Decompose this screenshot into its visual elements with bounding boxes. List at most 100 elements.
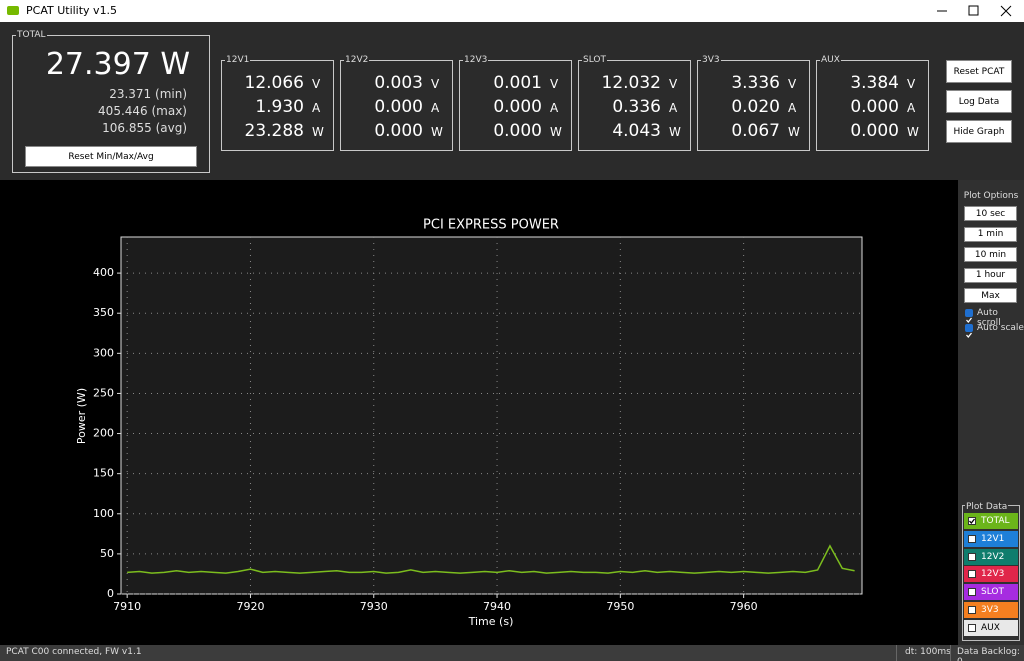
plot-data-item[interactable] bbox=[964, 566, 1018, 583]
y-tick-label: 300 bbox=[93, 346, 114, 359]
rail-unit: A bbox=[550, 101, 559, 115]
y-tick-label: 200 bbox=[93, 427, 114, 440]
plot-data-label: 12V2 bbox=[981, 551, 1005, 562]
rail-panel bbox=[221, 60, 334, 151]
rail-label: 12V1 bbox=[225, 55, 251, 65]
y-tick-label: 150 bbox=[93, 467, 114, 480]
total-max: 405.446 (max) bbox=[98, 104, 187, 118]
y-tick-label: 400 bbox=[93, 266, 114, 279]
total-min: 23.371 (min) bbox=[109, 87, 187, 101]
chart-title: PCI EXPRESS POWER bbox=[423, 218, 559, 233]
total-power: 27.397 W bbox=[45, 47, 190, 82]
rail-unit: A bbox=[788, 101, 797, 115]
rail-unit: V bbox=[550, 77, 559, 91]
range-button[interactable]: 10 sec bbox=[964, 206, 1017, 221]
checkbox[interactable] bbox=[968, 552, 976, 561]
range-button[interactable]: 10 min bbox=[964, 247, 1017, 262]
action-button[interactable]: Reset PCAT bbox=[946, 60, 1012, 83]
plot-data-item[interactable] bbox=[964, 584, 1018, 601]
status-bar: PCAT C00 connected, FW v1.1 dt: 100ms Da… bbox=[0, 645, 1024, 661]
plot-data-label: SLOT bbox=[981, 587, 1004, 598]
y-tick-label: 50 bbox=[100, 547, 114, 560]
rail-current: 1.930 bbox=[255, 97, 304, 117]
rail-voltage: 12.032 bbox=[601, 73, 661, 93]
action-button[interactable]: Hide Graph bbox=[946, 120, 1012, 143]
close[interactable] bbox=[1000, 5, 1012, 17]
rail-unit: A bbox=[669, 101, 678, 115]
check-mark bbox=[966, 317, 973, 324]
plot-data-item[interactable] bbox=[964, 619, 1018, 636]
checkbox-label: Auto scale bbox=[977, 323, 1024, 333]
status-dt: dt: 100ms bbox=[896, 645, 951, 661]
rail-current: 0.336 bbox=[612, 97, 661, 117]
plot-data-item[interactable] bbox=[964, 513, 1018, 529]
rail-voltage: 12.066 bbox=[244, 73, 304, 93]
total-panel bbox=[12, 35, 210, 173]
rail-current: 0.000 bbox=[374, 97, 423, 117]
x-axis-label: Time (s) bbox=[468, 615, 514, 628]
maximize[interactable] bbox=[968, 5, 979, 16]
total-avg: 106.855 (avg) bbox=[102, 121, 187, 135]
plot-data-label: TOTAL bbox=[981, 516, 1010, 526]
y-axis-label: Power (W) bbox=[75, 388, 88, 444]
range-button[interactable]: 1 min bbox=[964, 226, 1017, 242]
plot-data-item[interactable] bbox=[964, 530, 1018, 547]
rail-unit: W bbox=[669, 125, 681, 139]
rail-unit: V bbox=[907, 77, 916, 91]
action-button[interactable]: Log Data bbox=[946, 90, 1012, 113]
x-tick-label: 7960 bbox=[730, 600, 758, 613]
plot-data-title: Plot Data bbox=[965, 502, 1009, 512]
check-mark bbox=[966, 332, 973, 339]
plot-data-label: 12V3 bbox=[981, 569, 1005, 580]
rail-voltage: 0.001 bbox=[493, 73, 542, 93]
rail-unit: W bbox=[550, 125, 562, 139]
rail-unit: A bbox=[907, 101, 916, 115]
range-button[interactable]: 1 hour bbox=[964, 267, 1017, 283]
title-bar: PCAT Utility v1.5 bbox=[0, 0, 1024, 22]
rail-voltage: 3.384 bbox=[850, 73, 899, 93]
window-controls[interactable] bbox=[920, 0, 1024, 22]
plot-data-item[interactable] bbox=[964, 602, 1018, 618]
chart: PCI EXPRESS POWER Time (s) Power (W) 0 50… bbox=[0, 180, 958, 645]
range-button[interactable]: Max bbox=[964, 288, 1017, 303]
checkbox[interactable] bbox=[968, 606, 976, 614]
status-backlog: Data Backlog: 0 bbox=[950, 645, 1024, 661]
plot-options-title: Plot Options bbox=[963, 191, 1019, 201]
x-tick-label: 7940 bbox=[483, 600, 511, 613]
rail-voltage: 3.336 bbox=[731, 73, 780, 93]
reset-button[interactable]: Reset Min/Max/Avg bbox=[25, 146, 197, 167]
checkbox[interactable] bbox=[968, 588, 976, 597]
rail-panel bbox=[340, 60, 453, 151]
rail-unit: A bbox=[312, 101, 321, 115]
plot-area bbox=[120, 236, 863, 595]
rail-power: 23.288 bbox=[244, 121, 304, 141]
checkbox[interactable] bbox=[968, 534, 976, 543]
window-title: PCAT Utility v1.5 bbox=[26, 4, 118, 17]
plot-data-label: 12V1 bbox=[981, 533, 1005, 544]
checkbox[interactable] bbox=[968, 570, 976, 579]
rail-label: SLOT bbox=[582, 55, 607, 65]
y-tick-label: 100 bbox=[93, 507, 114, 520]
rail-current: 0.000 bbox=[493, 97, 542, 117]
checkbox[interactable] bbox=[968, 623, 976, 632]
rail-unit: W bbox=[431, 125, 443, 139]
y-tick-label: 250 bbox=[93, 386, 114, 399]
checkbox[interactable] bbox=[965, 309, 973, 324]
app-icon bbox=[7, 6, 19, 15]
rail-power: 0.000 bbox=[374, 121, 423, 141]
rail-label: 12V3 bbox=[463, 55, 489, 65]
rail-panel bbox=[697, 60, 810, 151]
rail-unit: V bbox=[788, 77, 797, 91]
rail-power: 4.043 bbox=[612, 121, 661, 141]
rail-power: 0.067 bbox=[731, 121, 780, 141]
checkbox[interactable] bbox=[965, 324, 973, 339]
x-tick-label: 7950 bbox=[606, 600, 634, 613]
checkbox[interactable] bbox=[968, 517, 976, 525]
rail-label: 3V3 bbox=[701, 55, 721, 65]
rail-unit: W bbox=[907, 125, 919, 139]
plot-data-item[interactable] bbox=[964, 548, 1018, 565]
rail-power: 0.000 bbox=[493, 121, 542, 141]
rail-unit: V bbox=[312, 77, 321, 91]
rail-current: 0.020 bbox=[731, 97, 780, 117]
